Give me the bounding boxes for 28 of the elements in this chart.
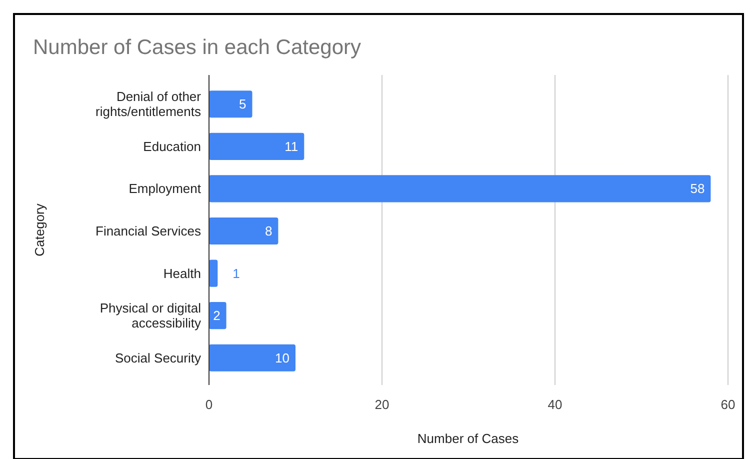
bar — [209, 90, 252, 118]
y-tick-label: Health — [163, 266, 201, 281]
data-label: 10 — [275, 350, 290, 366]
x-tick-label: 0 — [205, 397, 213, 412]
data-label: 5 — [239, 96, 246, 112]
y-tick-label: Physical or digital accessibility — [100, 300, 202, 331]
x-tick-label: 20 — [374, 397, 390, 412]
bar — [209, 217, 278, 245]
chart-title: Number of Cases in each Category — [33, 36, 362, 59]
x-tick-label: 40 — [548, 397, 562, 412]
data-label: 11 — [284, 138, 298, 154]
data-label: 2 — [213, 308, 220, 324]
y-tick-label: Education — [143, 138, 201, 154]
y-tick-label: Social Security — [115, 350, 202, 366]
x-axis-title: Number of Cases — [417, 431, 520, 446]
y-tick-label: Financial Services — [96, 224, 202, 238]
bar — [209, 302, 226, 330]
y-axis-title: Category — [32, 203, 47, 256]
bar — [209, 132, 304, 160]
data-label: 1 — [232, 266, 240, 281]
bar — [209, 344, 296, 372]
x-tick-label: 60 — [720, 397, 736, 412]
y-tick-label: Employment — [128, 181, 202, 196]
data-label: 58 — [690, 181, 705, 196]
bar — [209, 260, 218, 287]
data-label: 8 — [264, 224, 272, 238]
bar — [209, 175, 711, 202]
y-tick-label: Denial of other rights/entitlements — [96, 89, 202, 120]
